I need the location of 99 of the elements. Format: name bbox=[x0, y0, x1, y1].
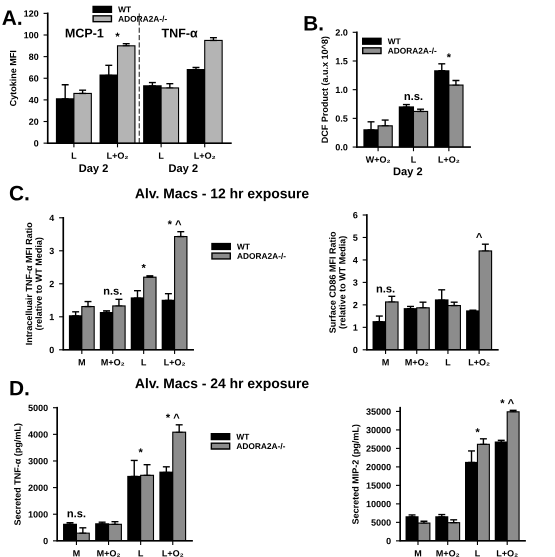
x-tick-label: M bbox=[73, 550, 80, 556]
y-tick-label: 120 bbox=[24, 10, 38, 17]
y-tick-label: 100 bbox=[24, 32, 38, 38]
y-tick-label: 0 bbox=[34, 140, 38, 147]
x-tick-label: L bbox=[158, 152, 164, 159]
annotation: * bbox=[115, 32, 120, 37]
text: Alv. Macs - 24 hr exposure bbox=[135, 378, 309, 392]
y-tick-label: 2000 bbox=[28, 484, 48, 491]
y-tick-label: 3 bbox=[49, 248, 54, 254]
annotation: MCP-1 bbox=[66, 28, 104, 38]
x-tick-label: M bbox=[414, 550, 422, 556]
text: A. bbox=[2, 10, 22, 25]
annotation: * bbox=[446, 53, 452, 58]
y-tick-label: 0 bbox=[50, 346, 54, 354]
y-tick-label: 3000 bbox=[28, 458, 48, 464]
y-tick-label: 1 bbox=[353, 324, 358, 331]
y-tick-label: 40 bbox=[28, 96, 38, 104]
x-tick-label: L+O₂ bbox=[162, 550, 184, 557]
y-tick-label: 80 bbox=[28, 54, 38, 60]
y-tick-label: 20 bbox=[28, 118, 38, 125]
x-tick-label: L bbox=[411, 156, 416, 163]
y-tick-label: 0 bbox=[386, 538, 391, 544]
y-tick-label: 15000 bbox=[366, 482, 391, 489]
legend-label: ADORA2A-/- bbox=[388, 48, 436, 54]
y-tick-label: 4 bbox=[352, 256, 358, 264]
y-tick-label: 5000 bbox=[371, 519, 391, 526]
x-tick-label: L bbox=[446, 359, 450, 366]
x-tick-label: M bbox=[78, 359, 85, 366]
y-tick-label: 5 bbox=[353, 234, 358, 241]
text: Day 2 bbox=[79, 164, 108, 174]
y-tick-label: 1.0 bbox=[336, 86, 348, 94]
x-tick-label: L bbox=[142, 359, 146, 366]
x-tick-label: L+O₂ bbox=[438, 156, 460, 163]
legend-label: ADORA2A-/- bbox=[237, 252, 286, 260]
y-axis-title: Intracelluair TNF-α MFI Ratio (relative to WT Media) bbox=[26, 222, 44, 345]
annotation: n.s. bbox=[104, 288, 122, 295]
y-tick-label: 30000 bbox=[366, 426, 391, 434]
text: D. bbox=[10, 380, 28, 396]
annotation: * bbox=[475, 428, 480, 432]
legend-label: WT bbox=[236, 434, 250, 440]
y-axis-title: DCF Product (a.u.x 10^8) bbox=[321, 36, 330, 143]
y-tick-label: 5000 bbox=[28, 404, 48, 412]
x-tick-label: L+O₂ bbox=[468, 359, 490, 366]
legend-label: ADORA2A-/- bbox=[236, 442, 286, 450]
y-tick-label: 0 bbox=[43, 538, 48, 544]
y-tick-label: 60 bbox=[28, 75, 38, 82]
y-tick-label: 0.5 bbox=[336, 115, 348, 122]
x-tick-label: L bbox=[72, 152, 76, 159]
annotation: ^ bbox=[476, 233, 482, 238]
y-tick-label: 6 bbox=[353, 212, 358, 218]
x-tick-label: W+O₂ bbox=[366, 156, 390, 163]
text: C. bbox=[10, 186, 28, 201]
annotation: * ^ bbox=[166, 414, 180, 419]
annotation: * ^ bbox=[500, 399, 514, 404]
x-tick-label: M bbox=[382, 359, 389, 366]
y-tick-label: 35000 bbox=[366, 408, 391, 415]
y-axis-title: Secreted MIP-2 (pg/mL) bbox=[352, 424, 360, 524]
legend-label: WT bbox=[118, 6, 131, 12]
y-tick-label: 4000 bbox=[28, 431, 48, 438]
annotation: * ^ bbox=[168, 220, 182, 226]
x-tick-label: M+O₂ bbox=[97, 550, 120, 557]
text: Day 2 bbox=[169, 164, 198, 174]
y-axis-title: Secreted TNF-α (pg/mL) bbox=[14, 424, 22, 526]
y-tick-label: 1000 bbox=[28, 511, 48, 518]
y-tick-label: 0 bbox=[353, 346, 358, 354]
annotation: * bbox=[142, 264, 146, 268]
text: Alv. Macs - 12 hr exposure bbox=[135, 188, 309, 202]
x-tick-label: M+O₂ bbox=[101, 359, 124, 366]
y-tick-label: 2 bbox=[50, 280, 54, 288]
legend-label: ADORA2A-/- bbox=[118, 16, 167, 22]
y-tick-label: 1 bbox=[50, 314, 54, 320]
y-tick-label: 2 bbox=[353, 302, 358, 308]
y-axis-title: Surface CD86 MFI Ratio (relative to WT Media) bbox=[329, 232, 348, 334]
annotation: * bbox=[138, 448, 143, 452]
y-axis-title: Cytokine MFI bbox=[10, 50, 18, 106]
legend-label: WT bbox=[388, 38, 401, 44]
legend-label: WT bbox=[236, 244, 250, 250]
text: B. bbox=[304, 16, 323, 30]
annotation: n.s. bbox=[376, 286, 394, 293]
annotation: n.s. bbox=[404, 94, 422, 100]
x-tick-label: L+O₂ bbox=[496, 550, 518, 557]
x-tick-label: M+O₂ bbox=[436, 550, 460, 557]
y-tick-label: 3 bbox=[353, 279, 358, 286]
x-tick-label: L+O₂ bbox=[164, 359, 186, 366]
annotation: n.s. bbox=[68, 511, 86, 518]
x-tick-label: L+O₂ bbox=[107, 152, 128, 159]
y-tick-label: 25000 bbox=[366, 445, 391, 452]
y-tick-label: 1.5 bbox=[336, 58, 348, 64]
y-tick-label: 10000 bbox=[366, 500, 391, 508]
y-tick-label: 4 bbox=[49, 214, 54, 222]
text: Day 2 bbox=[394, 167, 422, 178]
y-tick-label: 20000 bbox=[366, 464, 391, 470]
y-tick-label: 2.0 bbox=[336, 29, 348, 36]
y-tick-label: 0.0 bbox=[336, 144, 348, 150]
x-tick-label: L bbox=[475, 550, 480, 556]
x-tick-label: L+O₂ bbox=[194, 152, 216, 159]
annotation: TNF-α bbox=[162, 28, 198, 38]
x-tick-label: L bbox=[138, 550, 144, 556]
x-tick-label: M+O₂ bbox=[405, 359, 428, 366]
